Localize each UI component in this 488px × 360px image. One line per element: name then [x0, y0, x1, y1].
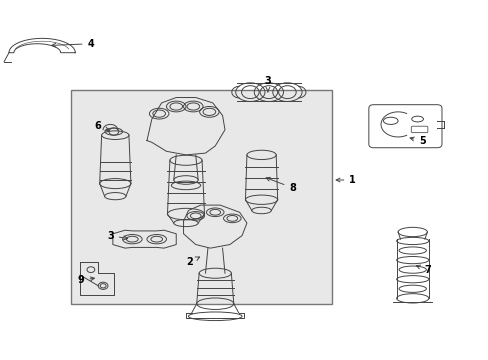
Text: 2: 2 — [186, 257, 199, 267]
Text: 3: 3 — [107, 231, 127, 240]
Text: 9: 9 — [78, 275, 94, 285]
Text: 4: 4 — [52, 39, 94, 49]
Text: 7: 7 — [415, 265, 430, 275]
FancyBboxPatch shape — [71, 90, 331, 304]
Text: 1: 1 — [335, 175, 355, 185]
Text: 6: 6 — [94, 121, 109, 131]
Text: 8: 8 — [265, 177, 296, 193]
Text: 3: 3 — [264, 76, 271, 92]
Text: 5: 5 — [409, 136, 425, 146]
